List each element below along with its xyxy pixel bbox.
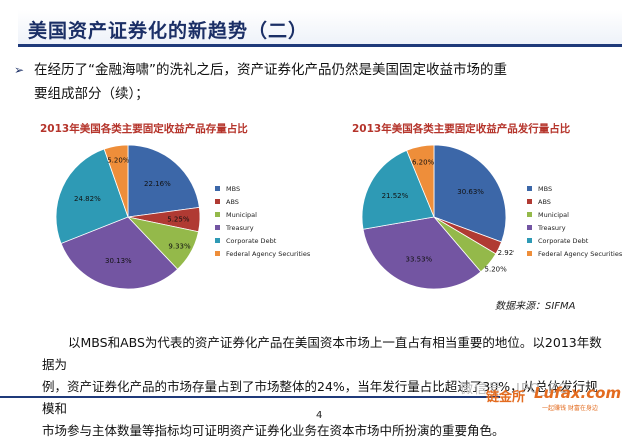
legend-label: MBS — [538, 184, 553, 193]
legend-label: Treasury — [538, 223, 566, 232]
pie-label-abs: 2.92% — [498, 249, 514, 257]
pie-label-abs: 5.25% — [167, 215, 190, 223]
legend-swatch — [215, 199, 220, 204]
legend-item-abs: ABS — [527, 195, 622, 208]
legend-label: Federal Agency Securities — [226, 249, 311, 258]
data-source: 数据来源：SIFMA — [495, 301, 576, 312]
pie-label-federal-agency-securities: 5.20% — [107, 157, 130, 165]
pie-label-corporate-debt: 21.52% — [382, 192, 409, 200]
chart-title-issuance: 2013年美国各类主要固定收益产品发行量占比 — [352, 123, 571, 135]
pie-label-municipal: 9.33% — [168, 242, 191, 250]
legend-label: MBS — [226, 184, 241, 193]
bullet-point: ➢ 在经历了“金融海啸”的洗礼之后，资产证券化产品仍然是美国固定收益市场的重 要… — [14, 58, 614, 106]
pie-label-mbs: 22.16% — [144, 180, 171, 188]
legend-issuance: MBS ABS Municipal Treasury Corporate Debt Fed… — [527, 182, 622, 260]
legend-item-corporate-debt: Corporate Debt — [527, 234, 622, 247]
pie-slice-federal-agency-securities — [103, 144, 129, 218]
legend-label: Municipal — [538, 210, 569, 219]
legend-label: Corporate Debt — [226, 236, 277, 245]
legend-swatch — [527, 225, 532, 230]
legend-stock: MBS ABS Municipal Treasury Corporate Debt Fed… — [215, 182, 310, 260]
legend-label: ABS — [226, 197, 239, 206]
legend-label: Municipal — [226, 210, 257, 219]
pie-slice-treasury — [60, 216, 179, 290]
wechat-watermark: 微信号：IPO_ZO — [460, 382, 570, 397]
page-number: 4 — [316, 410, 323, 421]
legend-item-mbs: MBS — [527, 182, 622, 195]
pie-slice-corporate-debt — [55, 148, 129, 244]
logo-brand: Lufax.com — [534, 384, 622, 402]
pie-slice-treasury — [362, 216, 482, 290]
legend-swatch — [527, 251, 532, 256]
legend-item-municipal: Municipal — [527, 208, 622, 221]
legend-swatch — [527, 212, 532, 217]
pie-label-mbs: 30.63% — [457, 188, 484, 196]
title-bar: 美国资产证券化的新趋势（二） — [18, 10, 622, 47]
legend-swatch — [527, 199, 532, 204]
bullet-text-line-2: 要组成部分（续）； — [34, 86, 149, 102]
legend-item-corporate-debt: Corporate Debt — [215, 234, 310, 247]
para-line-2: 例，资产证券化产品的市场存量占到了市场整体的24%，当年发行量占比超过了30%，… — [42, 379, 598, 416]
slide-title: 美国资产证券化的新趋势（二） — [28, 20, 309, 42]
logo-chinese: 链金所 — [486, 390, 526, 405]
logo-slogan: 一起赚钱 财富在身边 — [542, 405, 598, 412]
legend-item-federal-agency-securities: Federal Agency Securities — [527, 247, 622, 260]
legend-label: ABS — [538, 197, 551, 206]
pie-chart-issuance: 30.63% 2.92% 5.20% 33.53% 21.52% 6.20% — [361, 144, 514, 290]
para-line-3: 市场参与主体数量等指标均可证明资产证券化业务在资本市场中所扮演的重要角色。 — [42, 423, 505, 438]
pie-slice-mbs — [127, 144, 200, 218]
pie-chart-stock: 22.16% 5.25% 9.33% 30.13% 24.82% 5.20% — [55, 144, 201, 290]
pie-label-municipal: 5.20% — [485, 265, 508, 273]
legend-item-municipal: Municipal — [215, 208, 310, 221]
legend-swatch — [527, 238, 532, 243]
legend-item-treasury: Treasury — [527, 221, 622, 234]
pie-label-federal-agency-securities: 6.20% — [412, 158, 435, 166]
footer-divider — [0, 396, 500, 398]
pie-slice-mbs — [433, 144, 507, 243]
para-line-1: 以MBS和ABS为代表的资产证券化产品在美国资本市场上一直占有相当重要的地位。以… — [42, 335, 602, 372]
legend-swatch — [215, 186, 220, 191]
legend-label: Federal Agency Securities — [538, 249, 623, 258]
legend-swatch — [215, 225, 220, 230]
legend-item-mbs: MBS — [215, 182, 310, 195]
pie-label-treasury: 30.13% — [105, 257, 132, 265]
legend-label: Treasury — [226, 223, 254, 232]
legend-swatch — [527, 186, 532, 191]
arrow-bullet-icon: ➢ — [14, 63, 25, 77]
pie-label-corporate-debt: 24.82% — [74, 195, 101, 203]
pie-slice-corporate-debt — [361, 149, 435, 230]
slide: 美国资产证券化的新趋势（二） ➢ 在经历了“金融海啸”的洗礼之后，资产证券化产品… — [0, 10, 636, 438]
chart-title-stock: 2013年美国各类主要固定收益产品存量占比 — [40, 123, 248, 135]
lufax-logo: 链金所 Lufax.com 一起赚钱 财富在身边 — [486, 384, 636, 414]
legend-item-abs: ABS — [215, 195, 310, 208]
legend-item-federal-agency-securities: Federal Agency Securities — [215, 247, 310, 260]
legend-swatch — [215, 212, 220, 217]
pie-label-treasury: 33.53% — [405, 255, 432, 263]
bullet-text-line-1: 在经历了“金融海啸”的洗礼之后，资产证券化产品仍然是美国固定收益市场的重 — [34, 62, 507, 78]
legend-swatch — [215, 251, 220, 256]
pie-slice-federal-agency-securities — [406, 144, 435, 218]
legend-item-treasury: Treasury — [215, 221, 310, 234]
legend-label: Corporate Debt — [538, 236, 589, 245]
legend-swatch — [215, 238, 220, 243]
